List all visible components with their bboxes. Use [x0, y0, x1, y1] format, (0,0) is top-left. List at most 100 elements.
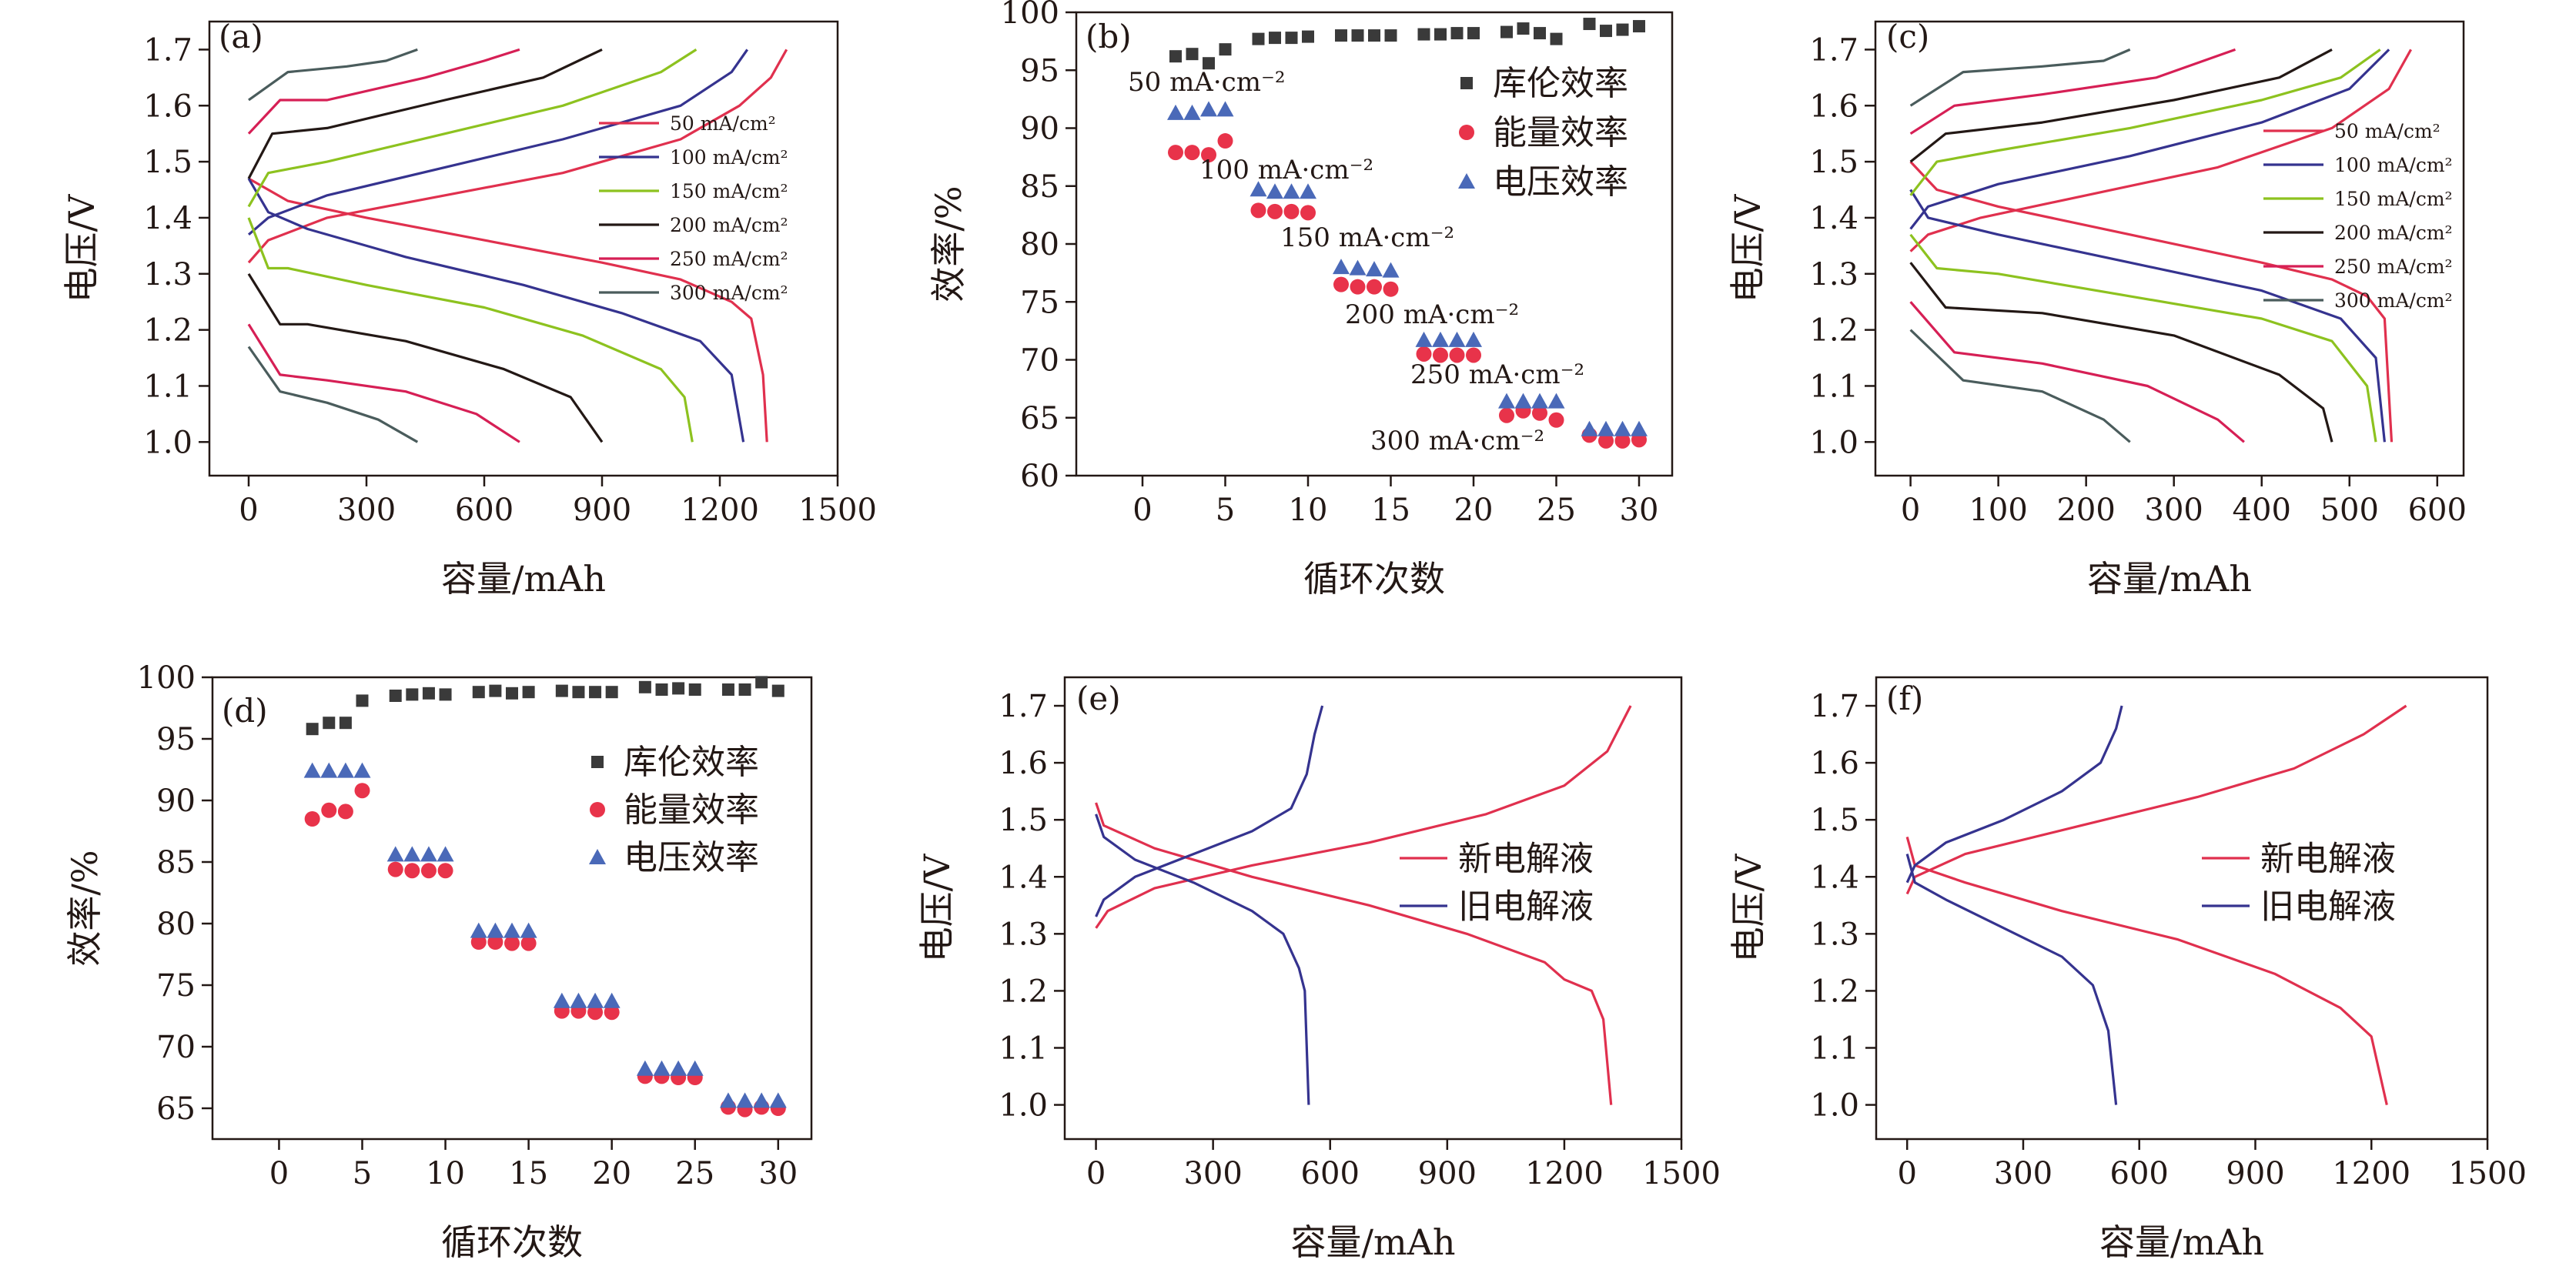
square-marker	[655, 683, 668, 696]
series-line-discharge	[247, 217, 694, 443]
circle-marker	[1217, 133, 1233, 149]
series-line-discharge	[247, 346, 419, 443]
square-marker	[1252, 32, 1265, 45]
triangle-marker	[1514, 393, 1532, 409]
x-tick-label: 0	[239, 493, 258, 528]
triangle-marker	[487, 922, 504, 938]
series-line-charge	[1909, 48, 2412, 252]
square-marker	[1269, 32, 1281, 45]
x-tick-label: 500	[2320, 493, 2379, 528]
series-line-discharge	[247, 272, 604, 443]
circle-marker	[1433, 347, 1448, 363]
circle-marker	[590, 802, 605, 817]
circle-marker	[1250, 202, 1266, 219]
x-tick-label: 900	[1418, 1156, 1477, 1191]
square-marker	[1467, 27, 1480, 40]
legend-label: 250 mA/cm²	[670, 248, 788, 270]
triangle-marker	[1300, 183, 1316, 199]
y-tick-label: 1.6	[1810, 746, 1859, 781]
square-marker	[1534, 27, 1546, 40]
x-tick-label: 900	[2226, 1156, 2284, 1191]
series-line-charge	[1909, 48, 2381, 196]
series-line-discharge	[1905, 854, 2118, 1105]
y-tick-label: 100	[1001, 0, 1059, 31]
x-tick-label: 30	[758, 1156, 798, 1191]
circle-marker	[1283, 203, 1300, 219]
triangle-marker	[353, 762, 371, 778]
circle-marker	[1300, 205, 1316, 221]
square-marker	[1169, 50, 1182, 63]
square-marker	[771, 684, 785, 697]
y-tick-label: 1.6	[999, 746, 1048, 781]
x-tick-label: 1500	[2448, 1156, 2527, 1191]
triangle-marker	[403, 846, 421, 862]
plot-frame	[1874, 20, 2465, 477]
x-tick-label: 25	[675, 1156, 714, 1191]
square-marker	[1500, 25, 1513, 38]
circle-marker	[1614, 433, 1631, 449]
x-tick-label: 10	[1289, 493, 1328, 528]
x-tick-label: 300	[1994, 1156, 2052, 1191]
series-line-charge	[1095, 705, 1632, 929]
legend-label: 能量效率	[624, 790, 759, 830]
square-marker	[738, 683, 751, 696]
series-line-charge	[1909, 48, 2236, 135]
y-tick-label: 1.3	[1810, 917, 1859, 952]
series-line-discharge	[1095, 802, 1613, 1105]
square-marker	[1203, 57, 1215, 70]
x-tick-label: 600	[2408, 493, 2467, 528]
square-marker	[306, 723, 319, 736]
triangle-marker	[470, 922, 487, 938]
series-line-charge	[1909, 48, 2131, 107]
triangle-marker	[570, 992, 587, 1008]
circle-marker	[304, 811, 320, 827]
series-line-charge	[247, 48, 603, 179]
triangle-marker	[736, 1092, 754, 1108]
triangle-marker	[1597, 420, 1614, 436]
square-marker	[688, 683, 701, 696]
panel-tag: (e)	[1076, 680, 1121, 717]
triangle-marker	[1216, 101, 1234, 117]
square-marker	[1550, 32, 1563, 45]
series-line-charge	[1095, 705, 1324, 917]
circle-marker	[1267, 203, 1283, 219]
triangle-marker	[1200, 101, 1217, 117]
y-tick-label: 1.0	[143, 425, 192, 460]
y-tick-label: 1.2	[1810, 974, 1859, 1009]
square-marker	[1600, 25, 1612, 38]
series-line-charge	[1905, 704, 2407, 895]
triangle-marker	[1167, 104, 1184, 120]
series-line-discharge	[1909, 262, 2333, 443]
square-marker	[356, 694, 369, 707]
y-tick-label: 1.4	[999, 860, 1048, 895]
x-tick-label: 0	[1901, 493, 1920, 528]
panel-tag: (c)	[1886, 18, 1929, 55]
legend-label: 200 mA/cm²	[2334, 222, 2453, 244]
circle-marker	[604, 1004, 620, 1021]
y-tick-label: 95	[156, 722, 196, 757]
circle-marker	[504, 935, 520, 951]
circle-marker	[1459, 125, 1474, 140]
series-line-charge	[1905, 705, 2123, 884]
series-line-discharge	[1905, 836, 2388, 1105]
x-tick-label: 0	[1086, 1156, 1106, 1191]
chart-panel: 0 300 600 900 1200 1500 1.0 1.1 1.2 1.3 1.4 1.5 1.6 1…	[1728, 676, 2527, 1263]
y-tick-label: 70	[156, 1030, 196, 1065]
square-marker	[755, 676, 768, 689]
square-marker	[439, 688, 452, 701]
y-tick-label: 1.5	[143, 145, 192, 180]
square-marker	[721, 683, 734, 696]
triangle-marker	[553, 992, 570, 1008]
square-marker	[1351, 29, 1364, 42]
legend-label: 250 mA/cm²	[2334, 256, 2453, 278]
y-tick-label: 1.4	[143, 201, 192, 236]
x-tick-label: 200	[2056, 493, 2115, 528]
circle-marker	[1168, 145, 1183, 161]
legend-label: 能量效率	[1493, 113, 1628, 152]
current-density-annotation: 50 mA·cm⁻²	[1128, 67, 1286, 98]
legend-label: 300 mA/cm²	[670, 282, 788, 304]
series-line-discharge	[1909, 189, 2386, 443]
x-tick-label: 0	[1897, 1156, 1916, 1191]
series-line-charge	[247, 48, 788, 264]
y-axis-title: 电压/V	[1727, 194, 1768, 302]
